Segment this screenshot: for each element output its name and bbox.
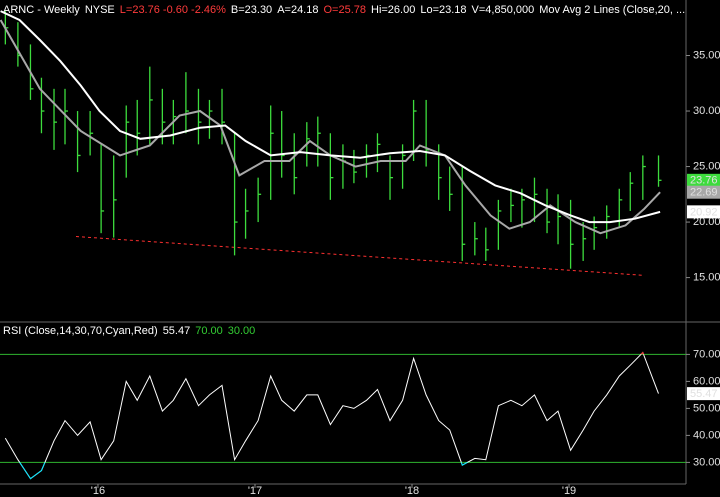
title-part: ARNC - Weekly: [3, 4, 80, 16]
rsi-line: [4, 351, 659, 480]
panel-title: ARNC - Weekly NYSE L=23.76 -0.60 -2.46% B=2…: [3, 4, 685, 16]
last-value-label: 20.92: [690, 206, 718, 218]
title-part: O=25.78: [323, 4, 366, 16]
title-part: Hi=26.00: [371, 4, 415, 16]
title-part: RSI (Close,14,30,70,Cyan,Red): [3, 325, 158, 337]
last-value-tag: [687, 185, 720, 199]
title-part: 70.00: [195, 325, 223, 337]
title-part: A=24.18: [277, 4, 318, 16]
x-tick-label: '17: [248, 485, 262, 497]
title-part: Mov Avg 2 Lines (Close,20, ...: [539, 4, 685, 16]
last-value-label: 23.76: [690, 175, 718, 187]
y-tick-label: 60.00: [693, 375, 720, 387]
title-part: NYSE: [85, 4, 115, 16]
y-tick-label: 70.00: [693, 348, 720, 360]
last-value-label: 55.47: [690, 388, 718, 400]
last-value-label: 22.69: [690, 187, 718, 199]
x-tick-label: '18: [405, 485, 419, 497]
y-tick-label: 20.00: [693, 216, 720, 228]
last-value-tag: [687, 205, 720, 219]
x-tick-label: '16: [91, 485, 105, 497]
title-part: V=4,850,000: [472, 4, 535, 16]
x-tick-label: '19: [562, 485, 576, 497]
moving-average: [0, 19, 661, 235]
y-tick-label: 50.00: [693, 402, 720, 414]
title-part: 55.47: [163, 325, 191, 337]
title-part: Lo=23.18: [420, 4, 466, 16]
y-tick-label: 35.00: [693, 49, 720, 61]
trendline: [75, 236, 645, 276]
y-tick-label: 25.00: [693, 160, 720, 172]
y-tick-label: 30.00: [693, 456, 720, 468]
last-value-tag: [687, 173, 720, 187]
title-part: B=23.30: [231, 4, 272, 16]
y-tick-label: 40.00: [693, 429, 720, 441]
panel-title: RSI (Close,14,30,70,Cyan,Red) 55.47 70.00 3…: [3, 325, 255, 337]
last-value-tag: [687, 387, 720, 401]
title-part: L=23.76 -0.60 -2.46%: [120, 4, 226, 16]
y-tick-label: 30.00: [693, 105, 720, 117]
moving-average: [0, 10, 661, 224]
y-tick-label: 15.00: [693, 271, 720, 283]
title-part: 30.00: [228, 325, 256, 337]
